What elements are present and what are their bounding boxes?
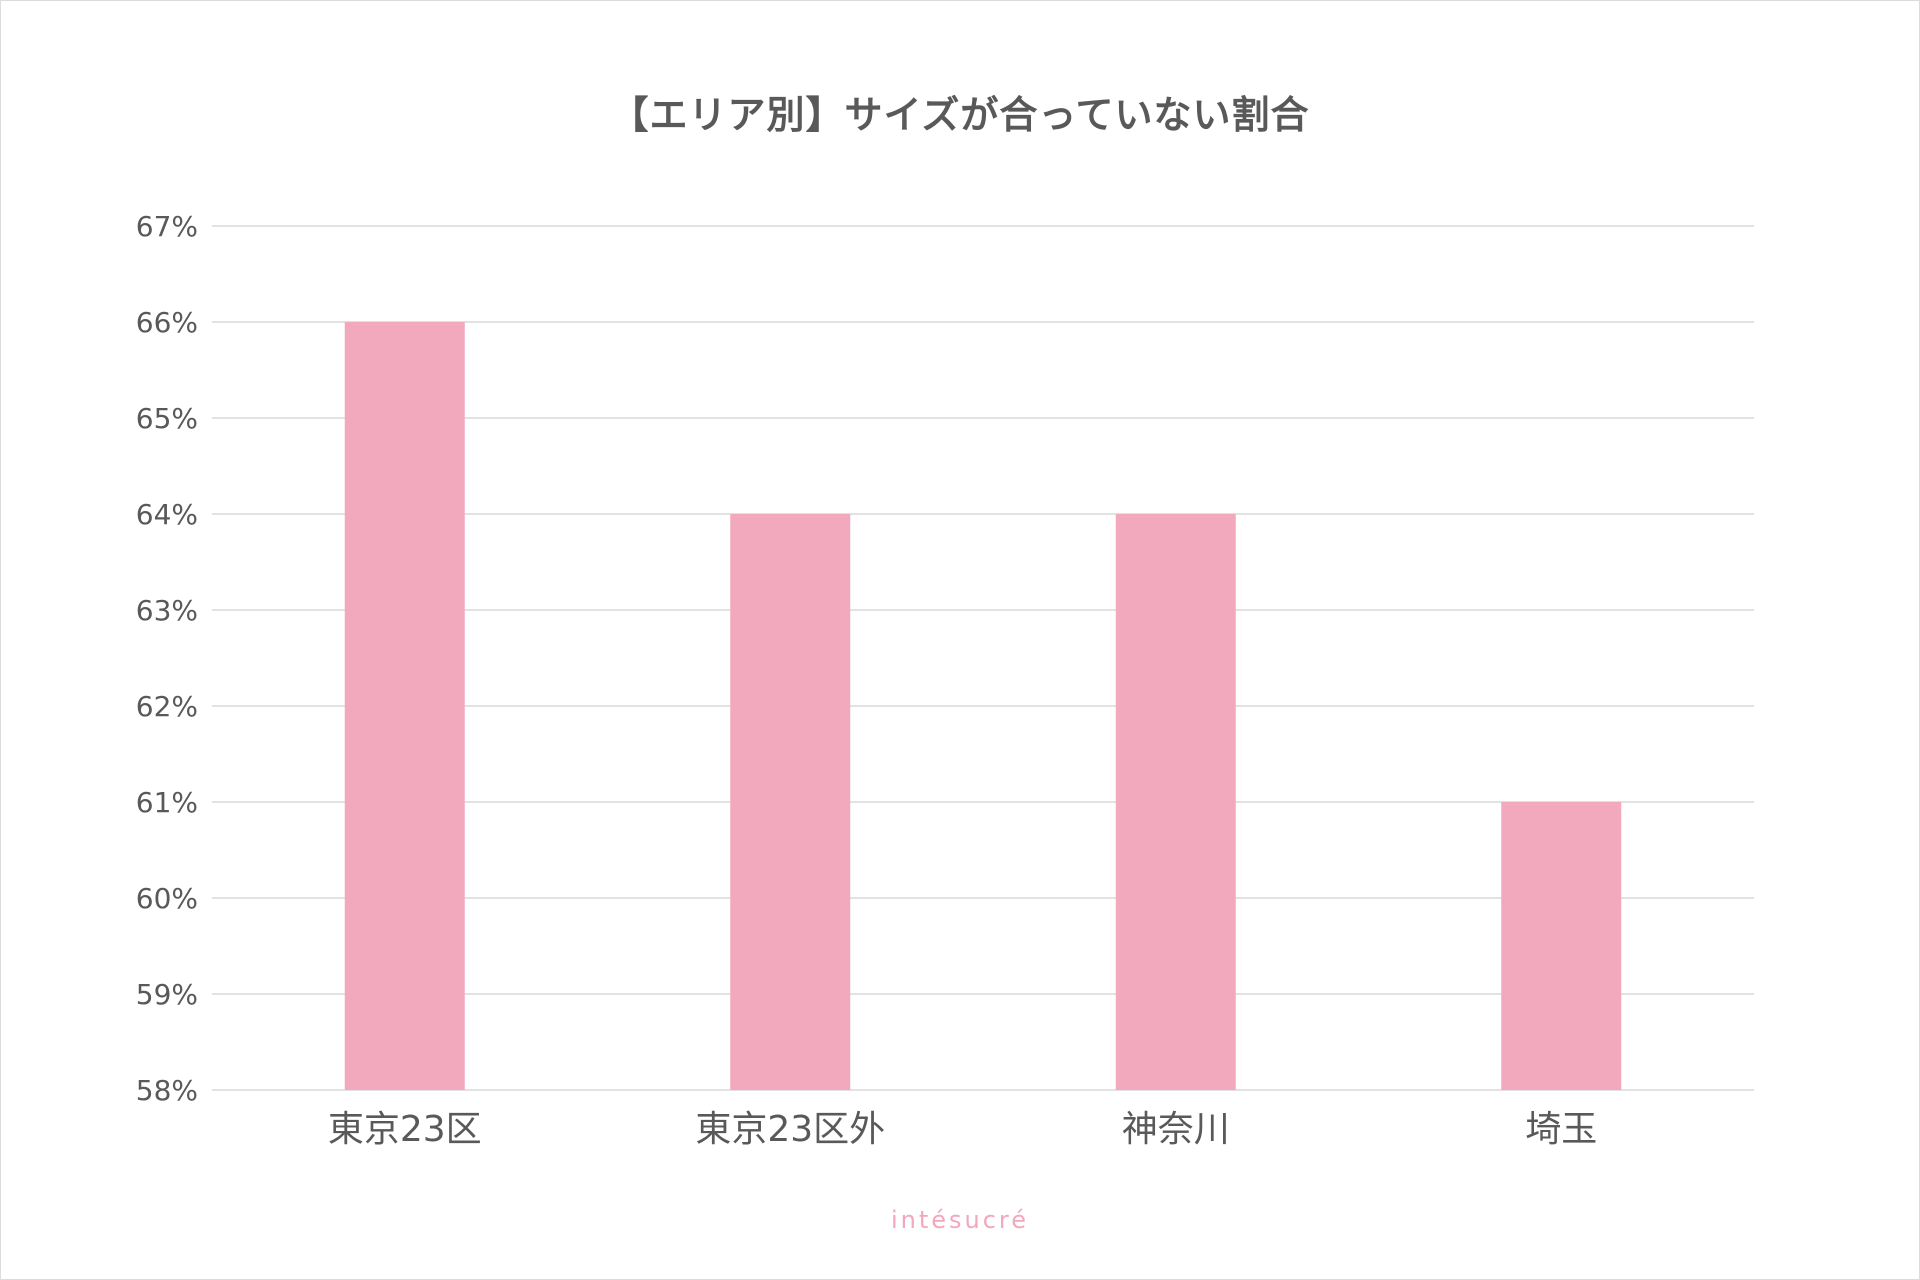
- x-category-label: 神奈川: [1122, 1109, 1230, 1150]
- brand-logo: intésucré: [890, 1206, 1030, 1234]
- bar: [344, 322, 465, 1090]
- x-category-label: 東京23区外: [695, 1109, 885, 1150]
- y-tick-label: 64%: [136, 498, 198, 531]
- y-tick-label: 58%: [136, 1074, 198, 1107]
- y-tick-label: 63%: [136, 594, 198, 627]
- y-tick-label: 60%: [136, 882, 198, 915]
- y-tick-label: 66%: [136, 306, 198, 339]
- y-tick-label: 59%: [136, 978, 198, 1011]
- bars: [344, 322, 1622, 1090]
- y-tick-label: 61%: [136, 786, 198, 819]
- x-category-label: 東京23区: [328, 1109, 482, 1150]
- chart-title: 【エリア別】サイズが合っていない割合: [610, 93, 1310, 137]
- bar: [1115, 514, 1236, 1090]
- grid-lines: [212, 225, 1754, 1091]
- x-category-label: 埼玉: [1525, 1109, 1597, 1150]
- y-tick-label: 62%: [136, 690, 198, 723]
- bar: [1501, 802, 1622, 1090]
- x-axis-category-labels: 東京23区 東京23区外 神奈川 埼玉: [328, 1109, 1597, 1150]
- y-tick-label: 67%: [136, 210, 198, 243]
- y-tick-label: 65%: [136, 402, 198, 435]
- y-axis-tick-labels: 58% 59% 60% 61% 62% 63% 64% 65% 66% 67%: [136, 210, 198, 1107]
- bar: [730, 514, 851, 1090]
